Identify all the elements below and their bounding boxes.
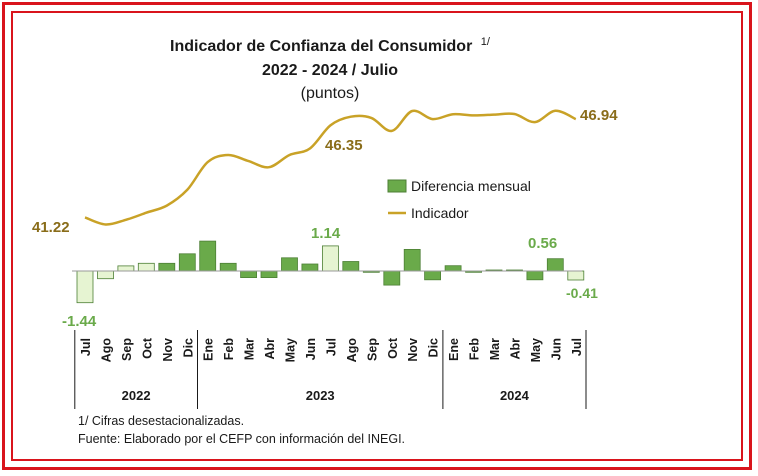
tick-label-15: Oct	[386, 337, 400, 359]
footnote: 1/ Cifras desestacionalizadas.	[78, 414, 244, 428]
tick-label-13: Ago	[345, 338, 359, 363]
bar-label-last: -0.41	[566, 285, 598, 301]
year-label-2024: 2024	[500, 388, 530, 403]
outer-frame	[2, 2, 752, 470]
bar-9	[260, 270, 278, 278]
tick-label-11: Jun	[304, 338, 318, 360]
bar-11	[301, 263, 319, 272]
tick-label-3: Oct	[140, 337, 154, 359]
line-label-first: 41.22	[32, 219, 70, 236]
bar-7	[219, 262, 237, 272]
tick-label-16: Nov	[406, 338, 420, 362]
chart-subtitle: 2022 - 2024 / Julio	[262, 62, 398, 79]
tick-label-19: Feb	[468, 338, 482, 361]
chart-title-superscript: 1/	[481, 36, 491, 48]
legend-bar-swatch	[387, 179, 407, 193]
bar-23	[546, 258, 564, 272]
bar-2	[117, 265, 135, 272]
bar-8	[240, 270, 258, 278]
bar-label-2023-jul: 1.14	[311, 225, 341, 242]
year-label-2023: 2023	[306, 388, 335, 403]
bar-4	[158, 262, 176, 272]
bar-18	[444, 265, 462, 272]
year-label-2022: 2022	[122, 388, 151, 403]
source-note: Fuente: Elaborado por el CEFP con inform…	[78, 432, 405, 446]
bars-layer	[76, 240, 585, 304]
bar-3	[137, 262, 155, 272]
chart-title: Indicador de Confianza del Consumidor 1/	[170, 36, 491, 55]
indicator-line	[84, 109, 577, 226]
bar-10	[281, 257, 298, 272]
legend-line-label: Indicador	[411, 205, 469, 221]
inner-frame	[11, 11, 743, 461]
tick-label-23: Jun	[549, 338, 563, 360]
tick-label-10: May	[284, 338, 298, 362]
tick-label-17: Dic	[427, 338, 441, 358]
bar-label-first: -1.44	[62, 313, 97, 330]
tick-label-2: Sep	[120, 338, 134, 361]
legend-bar-label: Diferencia mensual	[411, 178, 531, 194]
tick-label-18: Ene	[447, 338, 461, 361]
tick-label-20: Mar	[488, 338, 502, 360]
bar-15	[383, 270, 401, 286]
tick-label-6: Ene	[202, 338, 216, 361]
year-axis: 2022 2023 2024	[74, 330, 587, 409]
tick-label-14: Sep	[365, 338, 379, 361]
tick-label-12: Jul	[324, 338, 338, 356]
tick-label-9: Abr	[263, 338, 277, 360]
bar-24	[567, 270, 585, 281]
tick-label-21: Abr	[509, 338, 523, 360]
bar-5	[178, 253, 196, 272]
tick-label-22: May	[529, 338, 543, 362]
tick-label-8: Mar	[243, 338, 257, 360]
bar-22	[526, 270, 544, 281]
line-label-mid: 46.35	[325, 137, 363, 154]
tick-label-0: Jul	[79, 338, 93, 356]
tick-label-1: Ago	[100, 338, 114, 363]
bar-13	[342, 261, 360, 272]
tick-label-5: Dic	[181, 338, 195, 358]
chart-unit-label: (puntos)	[301, 85, 360, 102]
bar-label-2024-jun: 0.56	[528, 235, 557, 252]
bar-16	[403, 248, 421, 272]
category-axis: Jul Ago Sep Oct Nov Dic Ene Feb Mar Abr May Jun Jul A…	[79, 337, 584, 362]
bar-6	[199, 240, 217, 272]
tick-label-7: Feb	[222, 338, 236, 361]
tick-label-4: Nov	[161, 338, 175, 362]
bar-17	[424, 270, 442, 281]
line-label-last: 46.94	[580, 107, 618, 124]
bar-0	[76, 270, 94, 304]
bar-12	[321, 245, 339, 272]
bar-1	[97, 270, 114, 280]
tick-label-24: Jul	[570, 338, 584, 356]
